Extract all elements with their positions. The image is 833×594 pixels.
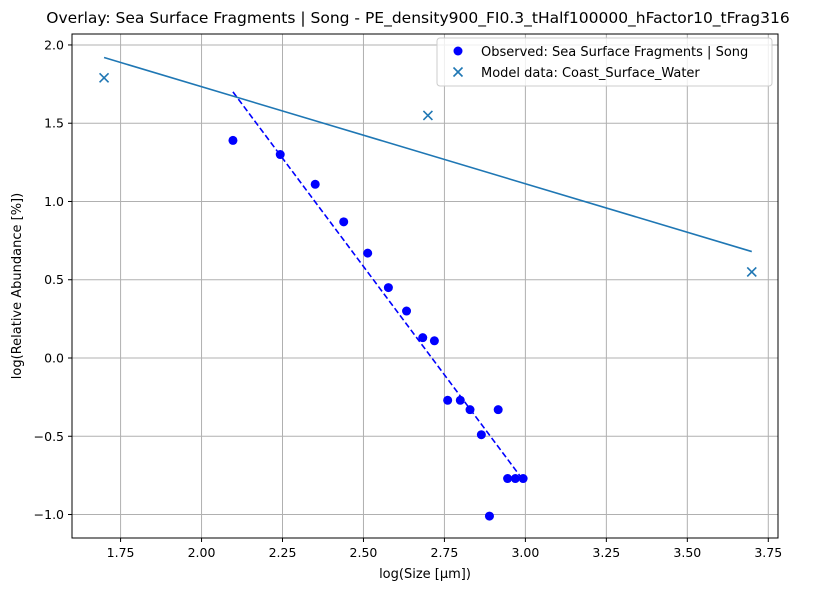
- legend-label-model: Model data: Coast_Surface_Water: [481, 66, 700, 81]
- observed-point: [429, 336, 439, 346]
- y-tick-label: 1.5: [44, 116, 64, 131]
- x-tick-label: 2.75: [431, 545, 459, 560]
- y-tick-label: −0.5: [34, 429, 64, 444]
- x-axis-label: log(Size [μm]): [379, 567, 471, 582]
- x-tick-label: 1.75: [107, 545, 135, 560]
- model-fit-line: [103, 56, 752, 253]
- legend-marker-model: [452, 66, 464, 78]
- observed-point: [228, 135, 238, 145]
- x-tick-label: 3.50: [673, 545, 701, 560]
- plot-frame: [71, 33, 779, 539]
- observed-point: [383, 283, 393, 293]
- y-axis-label: log(Relative Abundance [%]): [10, 193, 25, 379]
- model-point: [98, 72, 110, 83]
- y-tick-label: −1.0: [34, 507, 64, 522]
- legend: Observed: Sea Surface Fragments | Song M…: [436, 37, 773, 87]
- x-tick-label: 3.00: [511, 545, 539, 560]
- observed-point: [465, 405, 475, 415]
- legend-box: [436, 37, 773, 87]
- y-tick-label: 0.5: [44, 272, 64, 287]
- plot-data: [98, 56, 757, 521]
- observed-point: [363, 248, 373, 258]
- grid-lines: [72, 34, 778, 538]
- observed-point: [510, 474, 520, 484]
- chart-title: Overlay: Sea Surface Fragments | Song - …: [46, 9, 789, 28]
- observed-point: [476, 430, 486, 440]
- observed-point: [275, 150, 285, 160]
- x-tick-label: 3.75: [754, 545, 782, 560]
- observed-point: [402, 306, 412, 316]
- legend-marker-observed: [453, 46, 463, 56]
- observed-point: [503, 474, 513, 484]
- y-tick-label: 0.0: [44, 351, 64, 366]
- x-tick-label: 2.00: [188, 545, 216, 560]
- observed-point: [310, 179, 320, 189]
- observed-point: [493, 405, 503, 415]
- model-point: [422, 110, 433, 121]
- x-tick-label: 3.25: [592, 545, 620, 560]
- observed-point: [455, 395, 465, 405]
- observed-point: [518, 474, 528, 484]
- observed-point: [418, 333, 428, 343]
- x-tick-label: 2.50: [350, 545, 378, 560]
- model-point: [746, 266, 757, 277]
- y-tick-label: 2.0: [44, 37, 64, 52]
- axis-ticks: 1.75 2.00 2.25 2.50 2.75 3.00 3.25 3.50 3.75 −1.0…: [34, 37, 783, 560]
- observed-point: [484, 511, 494, 521]
- x-tick-label: 2.25: [269, 545, 297, 560]
- legend-label-observed: Observed: Sea Surface Fragments | Song: [481, 45, 748, 60]
- observed-point: [443, 395, 453, 405]
- observed-point: [339, 217, 349, 227]
- y-tick-label: 1.0: [44, 194, 64, 209]
